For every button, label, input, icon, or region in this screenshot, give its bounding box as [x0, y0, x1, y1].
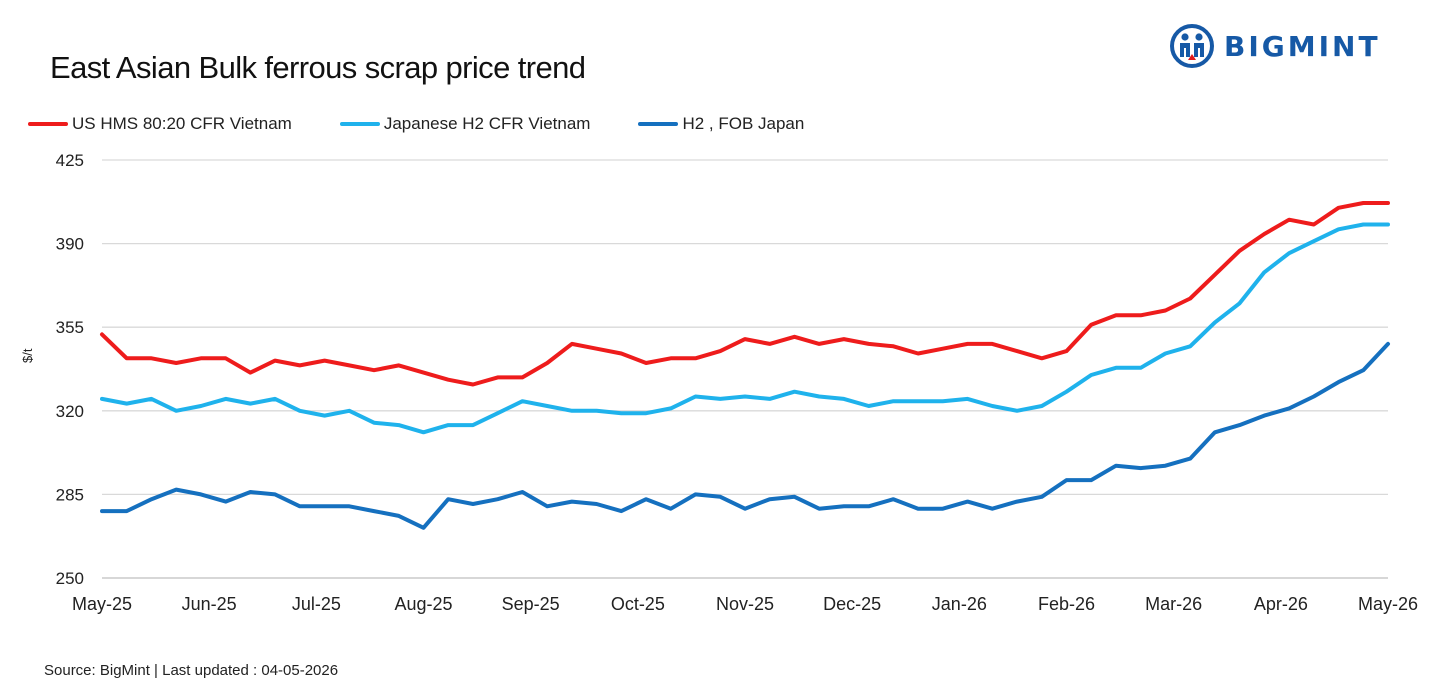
y-tick-label: 390 [56, 235, 84, 254]
bigmint-logo: BIGMINT [1170, 22, 1381, 70]
x-tick-label: Sep-25 [502, 594, 560, 614]
legend-swatch-blue [638, 122, 679, 126]
x-tick-label: May-26 [1358, 594, 1418, 614]
series-line-1 [100, 222, 1390, 435]
x-tick-label: Dec-25 [823, 594, 881, 614]
legend-item-h2-fob: H2 , FOB Japan [638, 114, 804, 134]
x-tick-label: Apr-26 [1254, 594, 1308, 614]
x-tick-label: Jun-25 [182, 594, 237, 614]
x-tick-label: Jan-26 [932, 594, 987, 614]
chart-title: East Asian Bulk ferrous scrap price tren… [50, 50, 586, 85]
legend-label: US HMS 80:20 CFR Vietnam [72, 114, 292, 133]
y-tick-label: 355 [56, 318, 84, 337]
x-tick-label: Mar-26 [1145, 594, 1202, 614]
chart-legend: US HMS 80:20 CFR Vietnam Japanese H2 CFR… [28, 114, 852, 134]
x-tick-label: May-25 [72, 594, 132, 614]
brand-name: BIGMINT [1224, 29, 1381, 63]
series-line-2 [100, 341, 1390, 530]
series-line-0 [100, 201, 1390, 387]
x-tick-label: Feb-26 [1038, 594, 1095, 614]
y-tick-label: 425 [56, 151, 84, 170]
legend-label: Japanese H2 CFR Vietnam [383, 114, 591, 133]
y-tick-label: 285 [56, 485, 84, 504]
source-note: Source: BigMint | Last updated : 04-05-2… [44, 662, 339, 679]
bigmint-logo-icon [1170, 24, 1214, 68]
legend-swatch-lightblue [339, 122, 380, 126]
y-tick-label: 320 [56, 402, 84, 421]
legend-label: H2 , FOB Japan [682, 114, 805, 133]
legend-item-japanese-h2-cfr: Japanese H2 CFR Vietnam [339, 114, 591, 134]
x-tick-label: Aug-25 [394, 594, 452, 614]
x-tick-label: Nov-25 [716, 594, 774, 614]
y-tick-label: 250 [56, 569, 84, 588]
legend-item-us-hms: US HMS 80:20 CFR Vietnam [28, 114, 292, 134]
legend-swatch-red [28, 122, 68, 126]
x-tick-label: Oct-25 [611, 594, 665, 614]
x-tick-label: Jul-25 [292, 594, 341, 614]
